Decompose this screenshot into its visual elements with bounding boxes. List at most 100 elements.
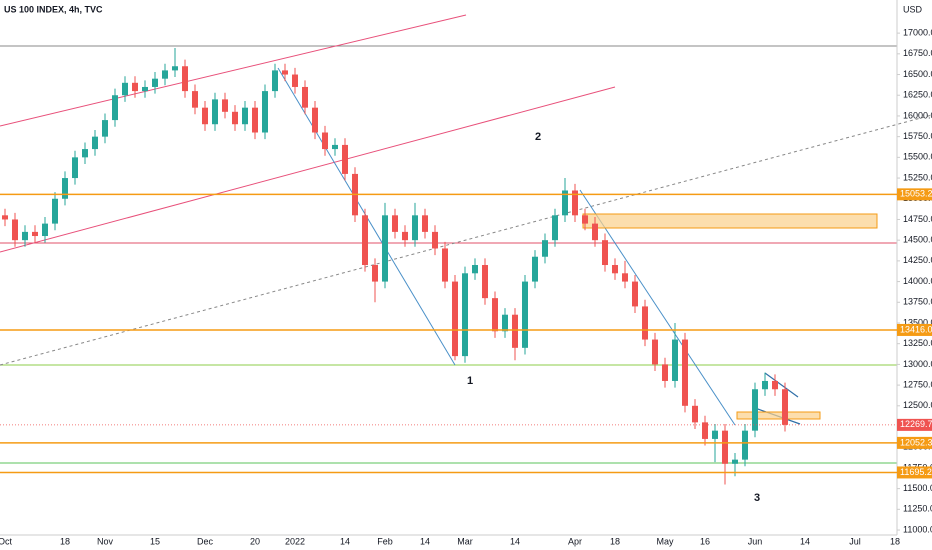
candle-body	[2, 215, 8, 220]
annotation: 3	[754, 492, 760, 504]
x-tick-label: 14	[510, 536, 520, 546]
candle-body	[42, 223, 48, 237]
level-label: 11695.27	[900, 467, 932, 477]
candle-body	[422, 215, 428, 232]
candle-body	[682, 339, 688, 406]
candle-body	[142, 86, 148, 92]
zone	[736, 411, 821, 420]
candle-body	[122, 82, 128, 96]
x-tick-label: Feb	[377, 536, 393, 546]
candle-body	[62, 178, 68, 199]
candle-body	[32, 231, 38, 237]
y-tick-label: 11250.00	[903, 504, 932, 514]
candle-body	[12, 219, 18, 241]
candle-body	[402, 231, 408, 241]
level-label-box	[897, 323, 932, 336]
wedge-line	[764, 372, 799, 398]
level-label-box	[897, 188, 932, 201]
level-label: 15053.20	[900, 189, 932, 199]
candle-body	[182, 66, 188, 92]
candle-body	[282, 70, 288, 75]
candle-body	[102, 120, 108, 137]
x-tick-label: 14	[420, 536, 430, 546]
candle-body	[562, 190, 568, 216]
level-label-box	[897, 436, 932, 449]
candle-body	[152, 78, 158, 87]
candle-body	[732, 459, 738, 464]
x-tick-label: 20	[250, 536, 260, 546]
candle-body	[542, 240, 548, 257]
annotation: 2	[535, 131, 541, 143]
candle-body	[622, 273, 628, 282]
candle-body	[292, 74, 298, 87]
y-tick-label: 16000.00	[903, 110, 932, 120]
candle-body	[312, 107, 318, 133]
candle-body	[702, 422, 708, 439]
y-tick-label: 15750.00	[903, 131, 932, 141]
candle-body	[22, 231, 28, 241]
y-tick-label: 16750.00	[903, 48, 932, 58]
x-tick-label: 14	[340, 536, 350, 546]
x-tick-label: Jun	[748, 536, 763, 546]
y-tick-label: 16250.00	[903, 90, 932, 100]
x-tick-label: 18	[610, 536, 620, 546]
level-label-box	[897, 466, 932, 479]
y-tick-label: 11500.00	[903, 483, 932, 493]
drawings	[0, 0, 932, 536]
y-tick-label: 13000.00	[903, 359, 932, 369]
candle-body	[332, 144, 338, 150]
candle-body	[492, 298, 498, 332]
candle-body	[372, 265, 378, 282]
candle-body	[712, 430, 718, 439]
last-price-box	[897, 418, 932, 431]
candle-body	[582, 215, 588, 224]
candle-body	[552, 215, 558, 241]
currency: USD	[903, 4, 923, 14]
candle-body	[532, 256, 538, 282]
candle-body	[722, 430, 728, 464]
candle-body	[322, 132, 328, 150]
candle-body	[392, 215, 398, 232]
y-tick-label: 15250.00	[903, 172, 932, 182]
candle-body	[212, 99, 218, 125]
candle-body	[462, 273, 468, 357]
candle-body	[192, 91, 198, 108]
x-tick-label: Dec	[197, 536, 214, 546]
y-tick-label: 14250.00	[903, 255, 932, 265]
candle-body	[782, 389, 788, 425]
trend-line	[0, 114, 932, 366]
candle-body	[632, 281, 638, 307]
candle-body	[612, 265, 618, 274]
candle-body	[502, 314, 508, 332]
candle-body	[302, 86, 308, 108]
level-label: 13416.00	[900, 324, 932, 334]
trend-line	[579, 189, 736, 426]
channel-line	[0, 86, 616, 253]
candle-body	[572, 190, 578, 216]
y-tick-label: 14500.00	[903, 235, 932, 245]
y-tick-label: 14750.00	[903, 214, 932, 224]
candle-body	[412, 215, 418, 241]
y-tick-label: 13250.00	[903, 338, 932, 348]
channel-line	[0, 14, 467, 127]
x-tick-label: Mar	[457, 536, 473, 546]
candle-body	[652, 339, 658, 365]
candle-body	[252, 107, 258, 133]
candle-body	[642, 306, 648, 340]
candle-body	[232, 111, 238, 125]
candle-body	[442, 248, 448, 282]
x-tick-label: May	[656, 536, 674, 546]
candle-body	[82, 149, 88, 158]
candle-body	[242, 107, 248, 125]
candle-body	[592, 223, 598, 241]
candle-body	[452, 281, 458, 357]
candle-body	[522, 281, 528, 348]
y-tick-label: 16500.00	[903, 69, 932, 79]
x-tick-label: 15	[150, 536, 160, 546]
x-tick-label: Apr	[568, 536, 582, 546]
x-tick-label: 18	[60, 536, 70, 546]
last-price-label: 12269.79	[900, 419, 932, 429]
candle-body	[342, 144, 348, 174]
x-tick-label: 18	[890, 536, 900, 546]
